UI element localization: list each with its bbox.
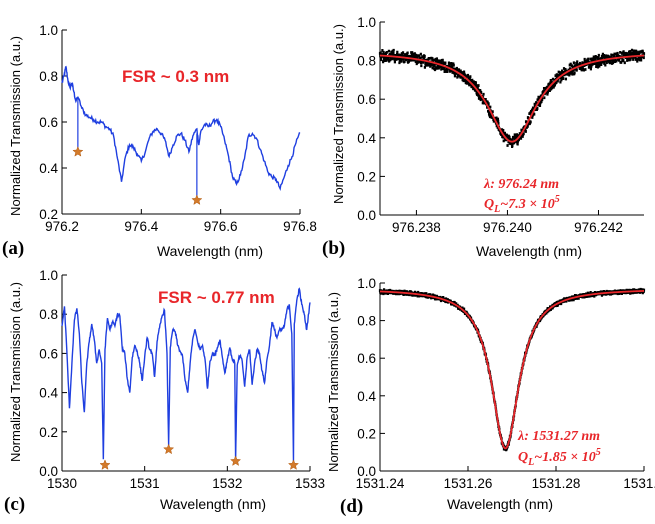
x-tick-label: 976.4 (124, 219, 158, 234)
x-tick-label: 1531.24 (356, 476, 405, 491)
resonance-star-marker (191, 194, 203, 205)
panel-d: Normalized Transmission (a.u.) 0.0 0.2 0.4… (326, 276, 655, 517)
y-tick-label: 0.6 (39, 346, 58, 361)
y-axis-label: Normalized Transmission (a.u.) (8, 36, 23, 216)
panel-a: Normalized Transmission (a.u.) 0.2 0.4 0.6… (2, 23, 317, 259)
x-tick-label: 976.6 (204, 219, 238, 234)
x-tick-label: 1532 (212, 476, 242, 491)
plot-area-a: 0.2 0.4 0.6 0.8 1.0 976.2 976.4 976.6 976.8 (39, 23, 317, 234)
resonance-star-marker (99, 459, 111, 470)
x-tick-label: 976.2 (45, 219, 79, 234)
lorentzian-fit-line (379, 54, 645, 143)
lorentzian-fit-line (379, 290, 645, 450)
x-axis-label: Wavelength (nm) (476, 243, 582, 259)
y-tick-label: 0.2 (357, 426, 376, 441)
y-tick-label: 0.4 (357, 389, 376, 404)
y-tick-label: 1.0 (357, 276, 376, 291)
y-axis-label: Normalized Transmission (a.u.) (8, 282, 23, 462)
measured-data-points (378, 48, 646, 148)
resonance-star-marker (230, 455, 242, 466)
x-tick-label: 1533 (295, 476, 325, 491)
fsr-annotation: FSR ~ 0.3 nm (122, 67, 229, 86)
spectrum-line (61, 65, 301, 192)
panel-b: Normalized Transmission (a.u.) 0.0 0.2 0.4… (322, 15, 646, 259)
panel-label-c: (c) (4, 494, 25, 515)
y-tick-label: 0.0 (357, 208, 376, 223)
y-tick-label: 1.0 (357, 15, 376, 30)
panel-label-b: (b) (322, 238, 345, 259)
resonance-wavelength-label: λ: 1531.27 nm (517, 429, 600, 444)
x-axis-label: Wavelength (nm) (157, 243, 263, 259)
y-axis-label: Normalized Transmission (a.u.) (326, 292, 341, 472)
y-tick-label: 0.8 (357, 314, 376, 329)
y-tick-label: 0.8 (39, 69, 58, 84)
panel-c: Normalized Transmission (a.u.) 0.0 0.2 0.4… (4, 268, 325, 515)
x-tick-label: 1530 (47, 476, 77, 491)
y-tick-label: 0.8 (357, 54, 376, 69)
x-tick-label: 976.8 (283, 219, 317, 234)
resonance-star-marker (287, 459, 300, 470)
x-tick-label: 976.238 (392, 220, 441, 235)
plot-area-b: 0.0 0.2 0.4 0.6 0.8 1.0 976.238 976.240 976.242 (357, 15, 646, 235)
y-tick-label: 0.8 (39, 307, 58, 322)
y-tick-label: 0.2 (357, 169, 376, 184)
x-tick-label: 1531.3 (623, 476, 655, 491)
x-tick-label: 1531 (130, 476, 160, 491)
panel-label-d: (d) (340, 496, 363, 517)
y-tick-label: 0.2 (39, 207, 58, 222)
y-tick-label: 0.0 (357, 464, 376, 479)
x-tick-label: 1531.28 (532, 476, 581, 491)
x-tick-label: 1531.26 (444, 476, 493, 491)
y-tick-label: 0.6 (39, 115, 58, 130)
quality-factor-label: QL~1.85 × 105 (518, 447, 601, 468)
y-tick-label: 0.4 (357, 131, 376, 146)
y-tick-label: 0.4 (39, 386, 58, 401)
y-tick-label: 0.2 (39, 425, 58, 440)
y-axis-label: Normalized Transmission (a.u.) (331, 24, 346, 204)
y-tick-label: 1.0 (39, 23, 58, 38)
x-tick-label: 976.240 (483, 220, 532, 235)
x-axis-label: Wavelength (nm) (160, 496, 266, 512)
y-tick-label: 0.6 (357, 92, 376, 107)
panel-label-a: (a) (2, 238, 24, 259)
resonance-wavelength-label: λ: 976.24 nm (483, 177, 559, 192)
resonance-star-marker (72, 146, 84, 157)
y-tick-label: 0.6 (357, 351, 376, 366)
fsr-annotation: FSR ~ 0.77 nm (158, 288, 275, 307)
x-tick-label: 976.242 (574, 220, 623, 235)
spectrum-line (61, 287, 311, 462)
x-axis-label: Wavelength (nm) (447, 496, 553, 512)
resonance-star-marker (163, 443, 175, 455)
y-tick-label: 0.4 (39, 161, 58, 176)
plot-area-d: 0.0 0.2 0.4 0.6 0.8 1.0 1531.24 1531.26 1531.28 1… (356, 276, 655, 491)
plot-area-c: 0.0 0.2 0.4 0.6 0.8 1.0 1530 1531 1532 1533 (39, 268, 325, 491)
y-tick-label: 0.0 (39, 464, 58, 479)
y-tick-label: 1.0 (39, 268, 58, 283)
quality-factor-label: QL~7.3 × 105 (484, 194, 560, 215)
